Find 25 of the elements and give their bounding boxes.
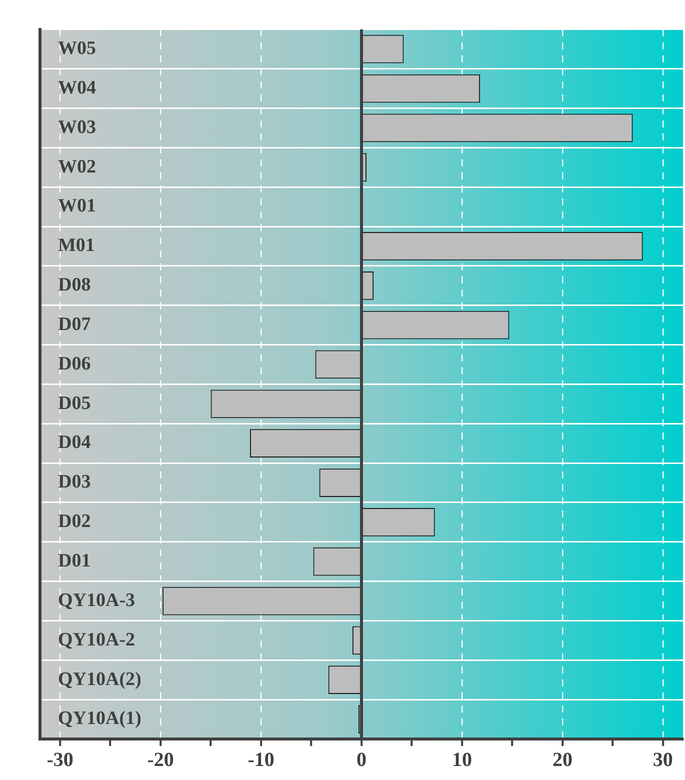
x-tick-label: -20: [147, 749, 174, 772]
y-tick-label: D02: [58, 511, 91, 532]
x-tick-label: 30: [652, 749, 673, 772]
y-tick-label: QY10A(2): [58, 668, 142, 690]
y-tick-label: D06: [58, 353, 91, 374]
x-tick-label: -30: [46, 749, 74, 772]
y-tick-label: D07: [58, 314, 92, 335]
x-tick-label: 10: [452, 749, 472, 772]
y-tick-label: QY10A-3: [58, 590, 136, 611]
y-tick-label: D05: [58, 392, 91, 414]
y-tick-label: W05: [58, 38, 96, 60]
y-tick-label: D01: [58, 550, 91, 572]
y-tick-label: W04: [58, 77, 96, 98]
y-tick-label: QY10A-2: [58, 629, 136, 650]
y-tick-label: W01: [58, 196, 96, 217]
y-tick-label: D08: [58, 274, 91, 296]
y-tick-label: D04: [58, 432, 92, 454]
x-tick-label: 20: [552, 749, 572, 772]
x-tick-label: -10: [248, 749, 274, 772]
y-tick-label: W03: [58, 116, 96, 138]
y-tick-label: QY10A(1): [58, 708, 142, 730]
y-tick-label: M01: [58, 235, 95, 256]
x-tick-label: 0: [356, 749, 366, 772]
y-tick-label: D03: [58, 472, 91, 493]
y-tick-label: W02: [58, 156, 96, 178]
